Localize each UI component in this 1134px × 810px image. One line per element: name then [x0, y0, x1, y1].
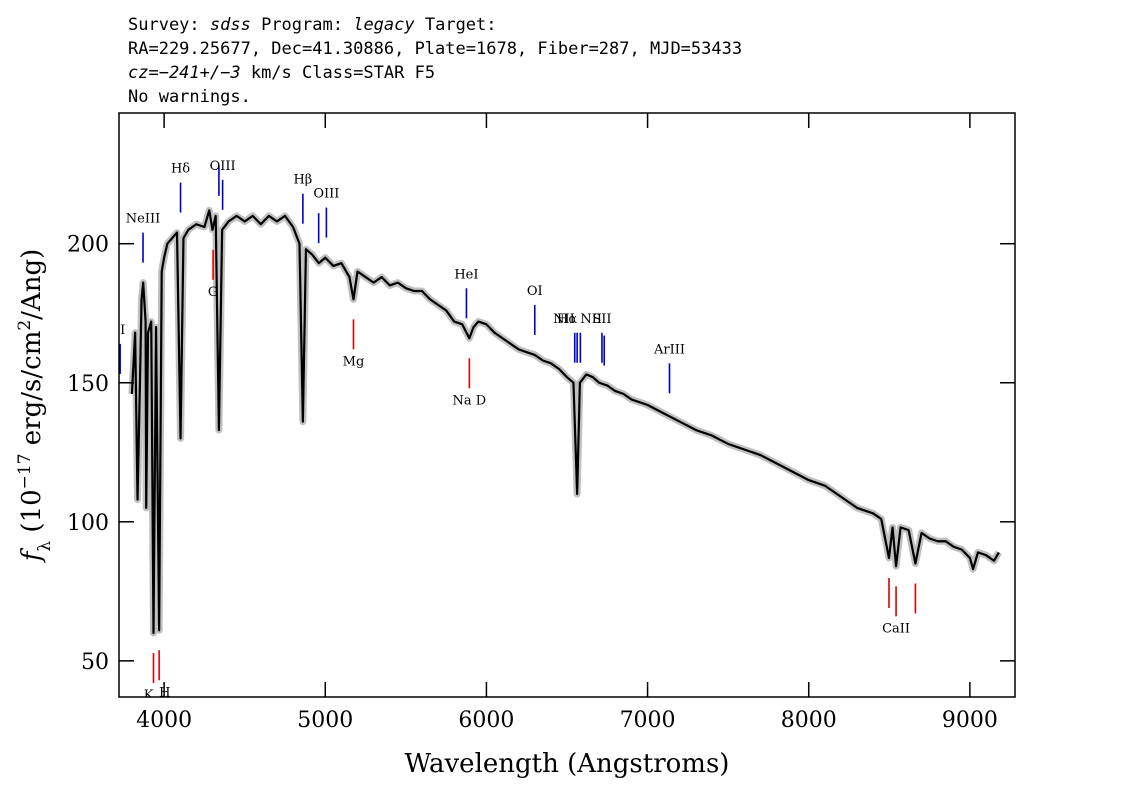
title-segment: km/s Class=STAR F5: [241, 63, 435, 83]
title-line: cz=−241+/−3 km/s Class=STAR F5: [128, 63, 435, 83]
spectrum-line: [130, 209, 1000, 635]
x-tick-label: 6000: [458, 708, 514, 733]
emission-line-label: Hα: [557, 312, 577, 327]
title-line: Survey: sdss Program: legacy Target:: [128, 15, 497, 35]
title-segment: RA=229.25677, Dec=41.30886, Plate=1678, …: [128, 39, 742, 59]
absorption-line-label: K: [144, 688, 154, 703]
x-tick-label: 4000: [136, 708, 192, 733]
emission-line-label: ArIII: [653, 342, 685, 357]
title-line: No warnings.: [128, 87, 251, 107]
emission-line-label: HeI: [454, 267, 478, 282]
y-axis-label-part: λ: [35, 541, 55, 552]
emission-line-label: NII: [553, 312, 575, 327]
x-tick-label: 9000: [942, 708, 998, 733]
title-segment: legacy: [353, 15, 415, 35]
title-segment: No warnings.: [128, 87, 251, 107]
y-tick-label: 100: [67, 511, 109, 536]
emission-line-label: II: [115, 323, 125, 338]
title-segment: sdss: [210, 15, 251, 35]
y-axis-label: fλ (10−17 erg/s/cm2/Ang): [15, 249, 55, 564]
title-segment: Target:: [415, 15, 497, 35]
title-segment: cz=−241+/−3: [128, 63, 241, 83]
y-axis-label-part: −17: [15, 453, 35, 489]
plot-frame: [118, 112, 1016, 698]
emission-line-label: NII: [580, 312, 602, 327]
absorption-line-label: G: [208, 285, 218, 300]
x-tick-label: 7000: [620, 708, 676, 733]
y-tick-label: 150: [67, 372, 109, 397]
y-axis-label-part: erg/s/cm: [17, 331, 47, 454]
title-segment: Program:: [251, 15, 353, 35]
x-tick-label: 8000: [781, 708, 837, 733]
absorption-line-label: CaII: [882, 621, 910, 636]
y-axis-label-part: (10: [17, 489, 47, 541]
emission-line-label: OIII: [210, 159, 236, 174]
y-tick-label: 200: [67, 233, 109, 258]
emission-line-label: SII: [592, 312, 611, 327]
y-tick-label: 50: [81, 650, 109, 675]
emission-line-label: Hβ: [293, 173, 312, 188]
title-segment: Survey:: [128, 15, 210, 35]
title-line: RA=229.25677, Dec=41.30886, Plate=1678, …: [128, 39, 742, 59]
emission-line-label: NeIII: [126, 212, 160, 227]
y-axis-label-part: /Ang): [17, 249, 47, 320]
absorption-line-label: Na D: [452, 393, 486, 408]
absorption-line-label: Mg: [343, 354, 365, 369]
emission-line-label: OIII: [313, 187, 339, 202]
y-axis-label-part: 2: [15, 320, 35, 331]
x-axis-label: Wavelength (Angstroms): [405, 749, 730, 779]
x-tick-label: 5000: [297, 708, 353, 733]
emission-line-label: OI: [527, 284, 543, 299]
emission-line-label: Hδ: [171, 162, 190, 177]
